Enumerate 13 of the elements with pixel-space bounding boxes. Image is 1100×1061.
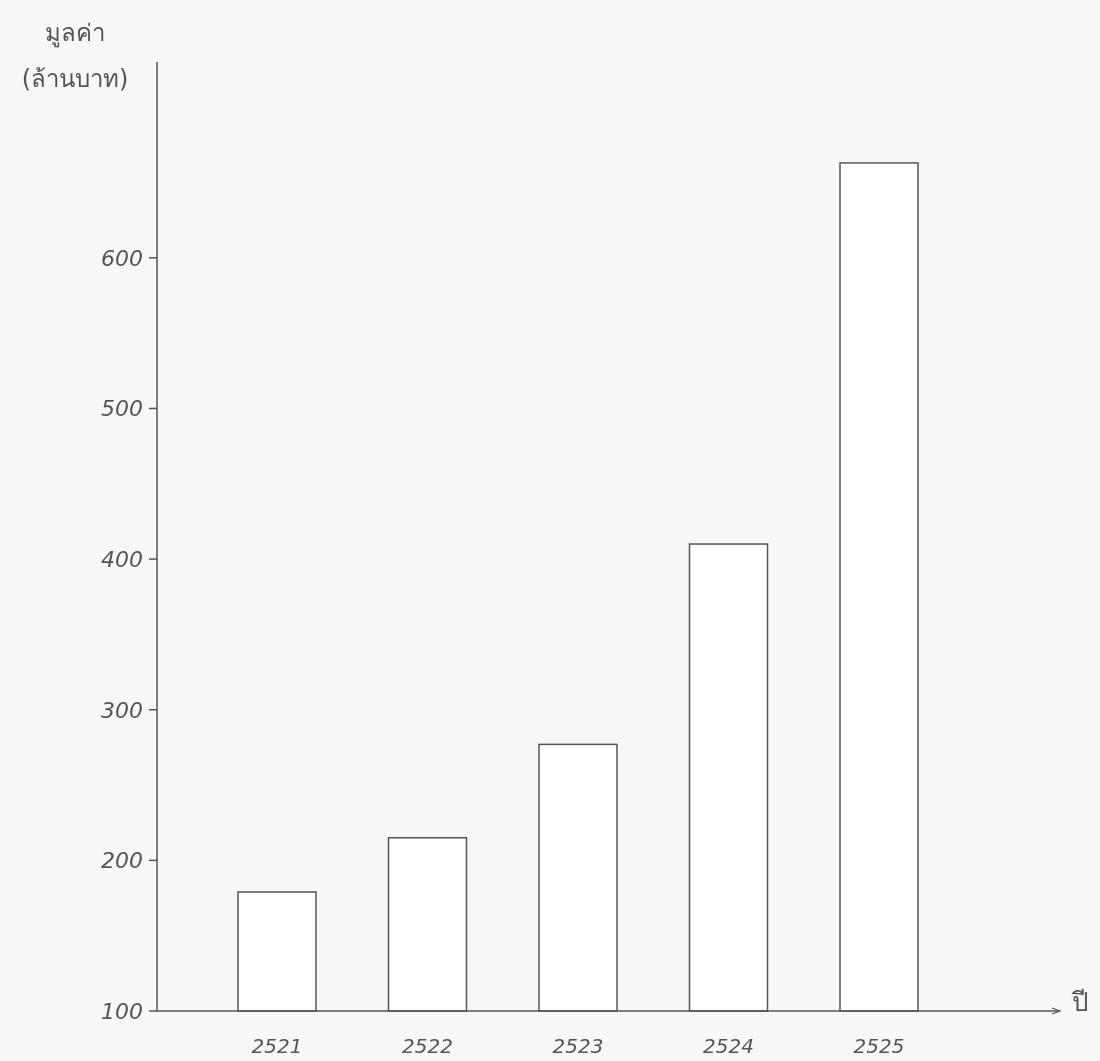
y-tick-label: 600 bbox=[101, 245, 143, 271]
y-tick-label: 100 bbox=[101, 999, 143, 1024]
y-axis-title: มูลค่า (ล้านบาท) bbox=[20, 18, 130, 95]
x-tick-label: 2525 bbox=[853, 1034, 905, 1058]
y-tick-label: 400 bbox=[101, 547, 143, 573]
y-tick-label: 500 bbox=[101, 396, 143, 422]
y-tick-label: 200 bbox=[101, 848, 143, 874]
x-tick-label: 2521 bbox=[251, 1034, 303, 1058]
y-tick-label: 300 bbox=[101, 697, 143, 723]
x-tick-label: 2524 bbox=[703, 1034, 754, 1058]
x-axis-title: ปี bbox=[1070, 987, 1089, 1017]
x-tick-label: 2523 bbox=[552, 1034, 604, 1058]
x-tick-label: 2522 bbox=[402, 1034, 453, 1058]
